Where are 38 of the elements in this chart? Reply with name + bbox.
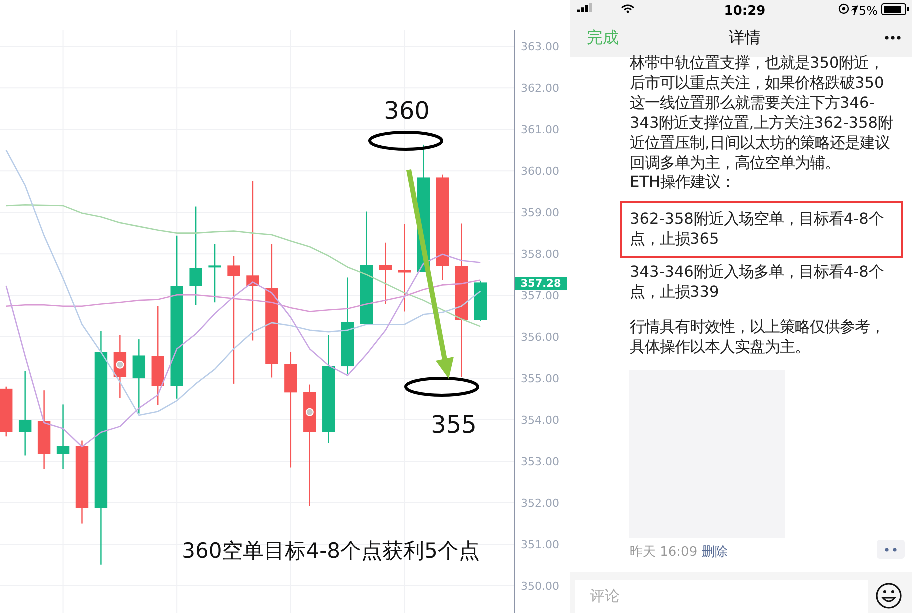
y-tick-label: 350.00 <box>521 580 560 593</box>
annotation: 360 <box>384 97 430 125</box>
text: 详情 <box>729 28 761 47</box>
text: 357.28 <box>520 278 562 290</box>
y-tick-label: 360.00 <box>521 164 560 178</box>
text: 这一线位置那么就需要关注下方346- <box>630 94 875 112</box>
y-tick-label: 355.00 <box>521 372 560 386</box>
text: 回调多单为主，高位空单为辅。 <box>630 154 840 172</box>
y-tick-label: 357.00 <box>521 289 560 302</box>
text: 具体操作以本人实盘为主。 <box>630 338 810 356</box>
y-tick-label: 361.00 <box>521 123 560 136</box>
text: 362-358附近入场空单，目标看4-8个 <box>630 210 884 228</box>
text: 林带中轨位置支撑，也就是350附近， <box>629 54 884 72</box>
annotation: 360空单目标4-8个点获利5个点 <box>182 539 480 563</box>
annotation: 355 <box>431 411 477 439</box>
y-tick-label: 356.00 <box>521 330 560 344</box>
text: 完成 <box>587 28 619 47</box>
y-tick-label: 359.00 <box>521 206 560 220</box>
y-tick-label: 354.00 <box>521 414 560 427</box>
text: 343附近支撑位置,上方关注362-358附 <box>630 114 893 132</box>
text: 后市可以重点关注，如果价格跌破350 <box>630 74 884 92</box>
text: 点，止损339 <box>630 283 720 301</box>
text: 删除 <box>702 545 728 560</box>
y-tick-label: 358.00 <box>521 248 560 261</box>
y-tick-label: 351.00 <box>521 538 560 552</box>
text: 10:29 <box>724 4 766 19</box>
text: 近位置压制,日间以太坊的策略还是建议 <box>630 134 890 152</box>
text: 昨天 16:09 <box>630 545 698 560</box>
text: 点，止损365 <box>630 230 720 248</box>
text: 行情具有时效性，以上策略仅供参考， <box>630 318 885 336</box>
text: 343-346附近入场多单，目标看4-8个 <box>630 263 884 281</box>
y-tick-label: 352.00 <box>521 496 560 510</box>
y-tick-label: 363.00 <box>521 40 560 54</box>
text: ETH操作建议： <box>630 173 736 191</box>
y-tick-label: 353.00 <box>521 455 560 468</box>
text: 评论 <box>590 587 620 605</box>
y-tick-label: 362.00 <box>521 82 560 95</box>
text: 75% <box>851 4 878 18</box>
